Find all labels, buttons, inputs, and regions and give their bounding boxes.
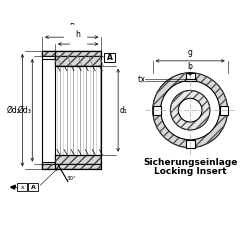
- Circle shape: [178, 98, 202, 122]
- Polygon shape: [55, 56, 101, 66]
- Text: x: x: [20, 185, 24, 190]
- Text: g: g: [188, 48, 192, 57]
- Text: t: t: [138, 75, 141, 84]
- Text: d₁: d₁: [120, 106, 128, 115]
- Text: 30°: 30°: [67, 176, 76, 181]
- Circle shape: [153, 73, 228, 148]
- Bar: [28, 183, 38, 191]
- Polygon shape: [42, 162, 101, 170]
- Polygon shape: [55, 154, 101, 164]
- Polygon shape: [185, 78, 196, 80]
- Polygon shape: [153, 106, 160, 115]
- Text: Locking Insert: Locking Insert: [154, 168, 226, 176]
- Polygon shape: [220, 106, 228, 115]
- Text: Ød₂: Ød₂: [6, 106, 20, 115]
- Circle shape: [160, 80, 220, 140]
- Polygon shape: [186, 140, 194, 148]
- Text: A: A: [107, 53, 113, 62]
- Text: b: b: [188, 62, 192, 71]
- Bar: [104, 53, 115, 62]
- Polygon shape: [10, 185, 16, 189]
- Circle shape: [170, 90, 210, 130]
- Text: Sicherungseinlage: Sicherungseinlage: [143, 158, 237, 166]
- Text: h: h: [76, 30, 80, 39]
- Text: A: A: [31, 185, 36, 190]
- Bar: [55, 66, 101, 154]
- Polygon shape: [42, 51, 101, 59]
- Bar: [18, 183, 27, 191]
- Text: B: B: [69, 23, 74, 32]
- Text: Ød₃: Ød₃: [18, 106, 31, 115]
- Polygon shape: [186, 73, 194, 80]
